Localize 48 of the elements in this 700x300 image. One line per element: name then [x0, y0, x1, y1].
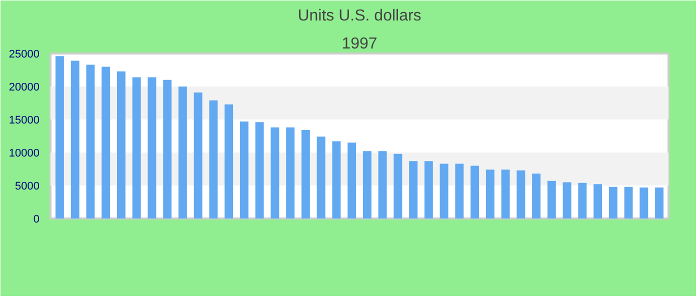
- bar: [286, 127, 295, 218]
- bar: [594, 184, 602, 218]
- bar: [255, 122, 264, 218]
- bar: [532, 174, 541, 218]
- y-tick-label: 10000: [8, 148, 40, 160]
- y-tick-label: 0: [33, 214, 40, 226]
- bar: [562, 182, 572, 218]
- bar: [378, 151, 387, 218]
- bar: [209, 100, 218, 218]
- chart-subtitle: 1997: [342, 36, 378, 52]
- bar: [547, 180, 556, 218]
- bar: [362, 151, 372, 218]
- bar: [240, 121, 248, 218]
- bar: [86, 64, 95, 218]
- bar: [409, 161, 418, 218]
- y-tick-label: 20000: [8, 82, 40, 94]
- bar: [470, 166, 480, 218]
- bar: [440, 164, 448, 218]
- bar: [116, 71, 126, 218]
- bar: [301, 130, 310, 218]
- bar: [424, 161, 433, 218]
- bar: [394, 154, 402, 218]
- y-tick-label: 5000: [15, 180, 40, 192]
- bar: [501, 170, 510, 218]
- bar: [486, 170, 494, 218]
- bar: [178, 86, 187, 218]
- bar: [624, 186, 633, 218]
- bar: [194, 92, 202, 218]
- bar: [102, 66, 110, 218]
- y-tick-label: 25000: [8, 48, 40, 60]
- bar: [578, 182, 587, 218]
- bar: [224, 104, 234, 218]
- y-tick-label: 15000: [8, 114, 40, 126]
- bar: [608, 186, 618, 218]
- bar: [55, 56, 64, 218]
- bar: [516, 170, 526, 218]
- bar: [316, 136, 326, 218]
- bar: [70, 60, 80, 218]
- bar: [332, 141, 341, 218]
- bar: [455, 164, 464, 218]
- bar: [270, 127, 280, 218]
- bar: [640, 187, 648, 218]
- bar: [148, 77, 156, 218]
- bar: [132, 77, 141, 218]
- bar: [163, 80, 172, 218]
- bar: [348, 142, 356, 218]
- chart-title: Units U.S. dollars: [298, 8, 422, 24]
- bar: [655, 187, 664, 218]
